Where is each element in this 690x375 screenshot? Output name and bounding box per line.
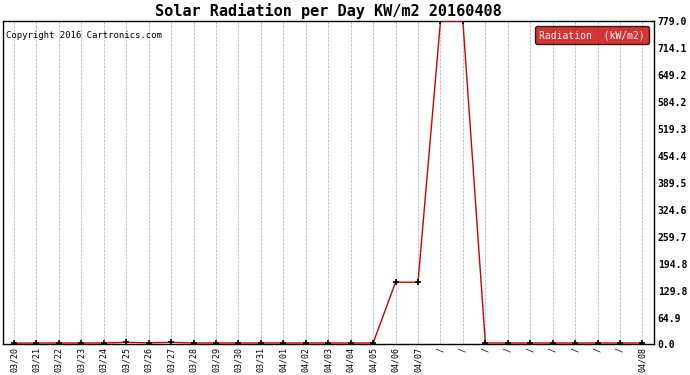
Legend: Radiation  (kW/m2): Radiation (kW/m2) bbox=[535, 26, 649, 44]
Title: Solar Radiation per Day KW/m2 20160408: Solar Radiation per Day KW/m2 20160408 bbox=[155, 3, 502, 19]
Text: Copyright 2016 Cartronics.com: Copyright 2016 Cartronics.com bbox=[6, 31, 162, 40]
